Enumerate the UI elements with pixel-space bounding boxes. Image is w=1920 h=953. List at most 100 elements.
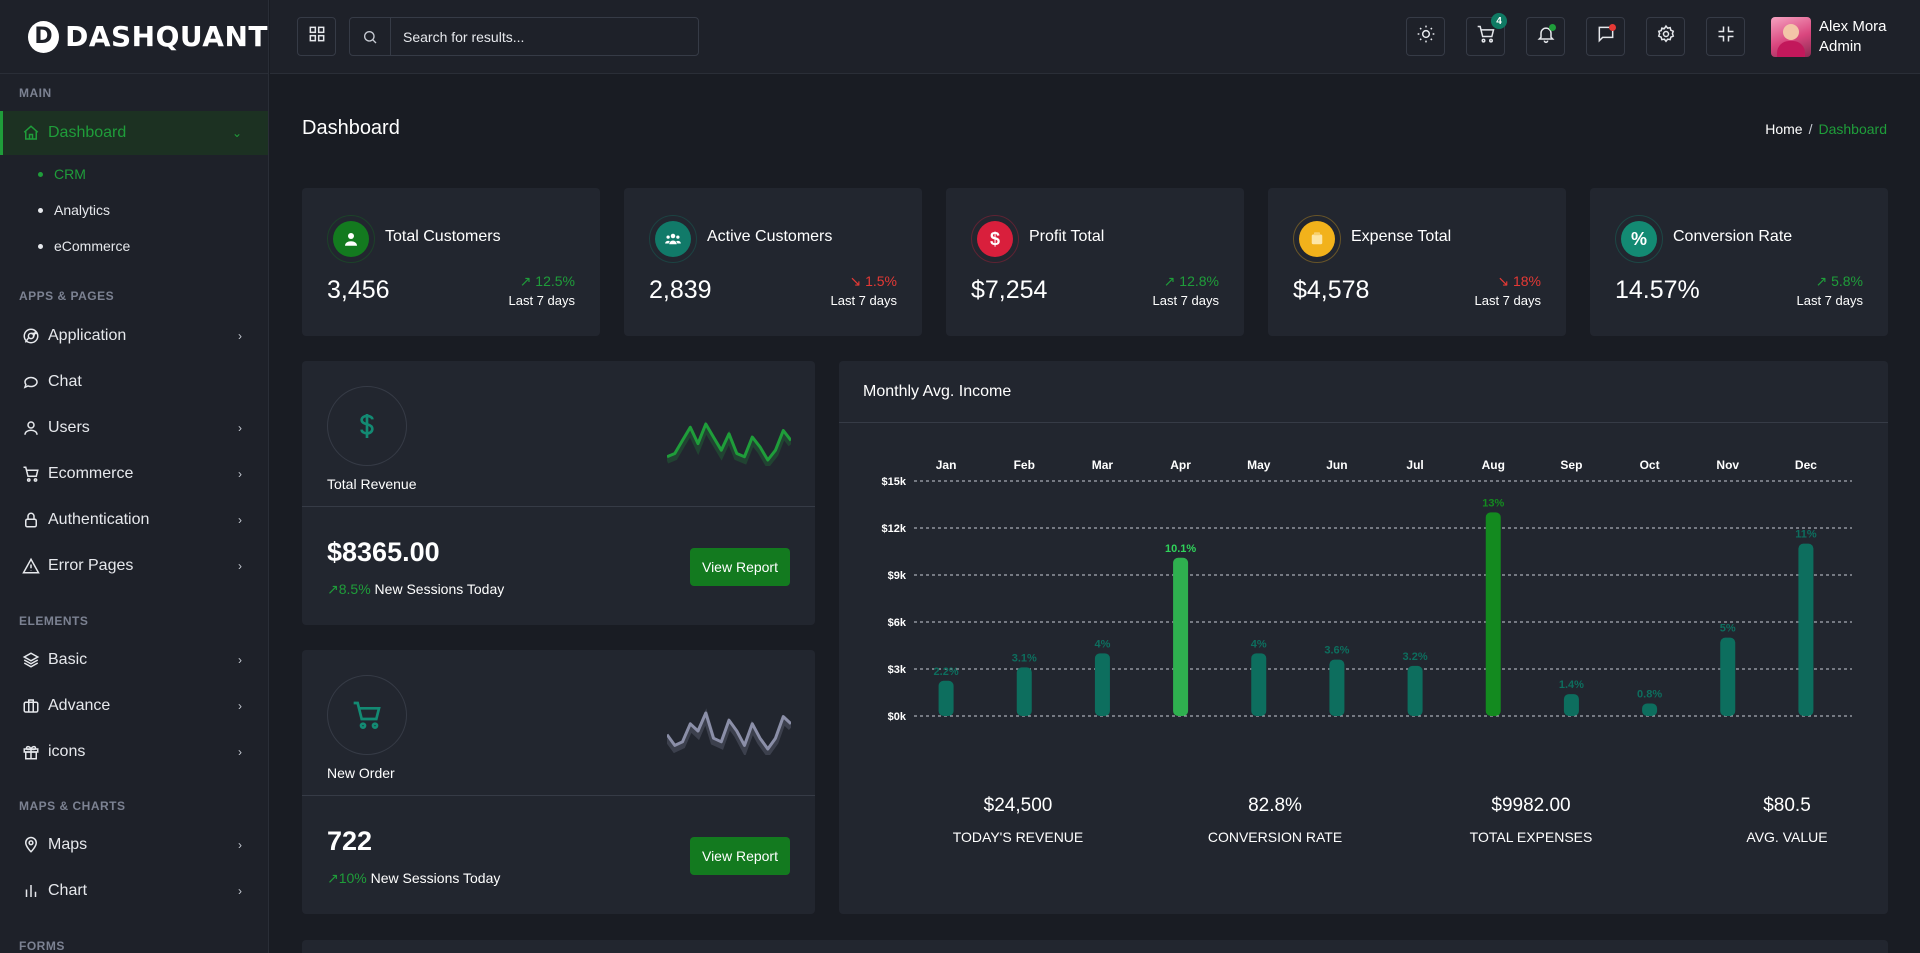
cart-icon [1476,24,1496,49]
sidebar-item-label: Chart [48,882,88,899]
stat-period: Last 7 days [1152,293,1220,308]
y-tick-label: $0k [888,711,907,723]
divider [839,422,1888,423]
map-pin-icon [22,836,40,854]
theme-toggle-button[interactable] [1406,17,1445,56]
stat-value: $7,254 [971,276,1048,304]
revenue-label: Total Revenue [327,476,417,492]
sidebar-subitem-crm[interactable]: CRM [38,166,86,182]
order-sessions: ↗10% New Sessions Today [327,870,500,887]
revenue-sessions: ↗8.5% New Sessions Today [327,581,504,598]
sidebar-item-label: Users [48,419,90,436]
view-report-button[interactable]: View Report [689,837,790,875]
search-input[interactable] [391,28,691,45]
sidebar-item-users[interactable]: Users › [0,406,268,450]
income-bar[interactable] [1485,512,1501,716]
income-bar[interactable] [1798,543,1814,716]
stat-card: Expense Total $4,578 ↘ 18% Last 7 days [1268,188,1566,336]
messages-button[interactable] [1586,17,1625,56]
stat-card: $ Profit Total $7,254 ↗ 12.8% Last 7 day… [946,188,1244,336]
income-bar[interactable] [938,680,954,716]
apps-grid-button[interactable] [297,17,336,56]
brand-logo[interactable]: D DASHQUANT [0,0,268,74]
gift-icon [22,743,40,761]
sidebar-item-chat[interactable]: Chat [0,360,268,404]
sidebar-item-label: Maps [48,836,88,853]
stat-period: Last 7 days [1796,293,1864,308]
trend-up-icon: ↗ [519,273,536,289]
chevron-right-icon: › [238,884,242,898]
sidebar-subitem-analytics[interactable]: Analytics [38,202,110,218]
fullscreen-exit-button[interactable] [1706,17,1745,56]
stat-title: Conversion Rate [1673,228,1793,245]
income-bar[interactable] [1016,667,1032,716]
sidebar-item-ecommerce[interactable]: Ecommerce › [0,452,268,496]
chevron-right-icon: › [238,467,242,481]
chevron-right-icon: › [238,699,242,713]
view-report-button[interactable]: View Report [689,548,790,586]
income-bar[interactable] [1094,653,1110,716]
user-profile[interactable]: Alex Mora Admin [1771,17,1887,57]
summary-conversion-rate: 82.8% Conversion Rate [1175,795,1375,845]
sun-icon [1416,24,1436,49]
chevron-right-icon: › [238,329,242,343]
stat-trend-value: 12.8% [1179,273,1219,289]
cart-icon [327,675,407,755]
user-role: Admin [1819,38,1862,55]
income-bar[interactable] [1251,653,1267,716]
wallet-icon [1299,221,1335,257]
top-header: 4 Alex Mora Admin [270,0,1920,74]
bar-data-label: 4% [1251,638,1267,650]
chevron-right-icon: › [238,838,242,852]
sidebar-subitem-ecommerce[interactable]: eCommerce [38,238,130,254]
dollar-icon: $ [977,221,1013,257]
trend-down-icon: ↘ [1497,273,1513,289]
income-bar[interactable] [1173,557,1189,716]
sidebar-item-icons[interactable]: icons › [0,730,268,774]
settings-button[interactable] [1646,17,1685,56]
chevron-right-icon: › [238,513,242,527]
stat-period: Last 7 days [1474,293,1542,308]
sidebar-item-dashboard[interactable]: Dashboard ⌄ [0,111,268,155]
income-bar[interactable] [1642,703,1658,716]
sidebar-item-chart[interactable]: Chart › [0,869,268,913]
sidebar-item-error-pages[interactable]: Error Pages › [0,544,268,588]
stat-title: Active Customers [707,228,833,245]
x-category-label: Oct [1640,458,1660,472]
stat-trend: ↘ 18% [1497,273,1541,290]
sidebar-item-basic[interactable]: Basic › [0,638,268,682]
cart-button[interactable]: 4 [1466,13,1507,56]
income-bar[interactable] [1563,694,1579,716]
x-category-label: Mar [1092,458,1114,472]
sidebar-item-maps[interactable]: Maps › [0,823,268,867]
order-value: 722 [327,826,373,856]
summary-label: Conversion Rate [1207,829,1343,845]
bar-data-label: 11% [1795,529,1817,541]
stat-card: Total Customers 3,456 ↗ 12.5% Last 7 day… [302,188,600,336]
sidebar-item-label: Error Pages [48,557,134,574]
income-bar[interactable] [1329,659,1345,716]
income-bar[interactable] [1407,665,1423,716]
x-category-label: Jun [1326,458,1347,472]
sidebar-item-authentication[interactable]: Authentication › [0,498,268,542]
percent-icon: % [1621,221,1657,257]
bell-icon [1536,24,1556,49]
home-icon [22,124,40,142]
sidebar-item-label: icons [48,743,86,760]
income-bar[interactable] [1720,637,1736,716]
y-tick-label: $6k [888,617,907,629]
sidebar-item-advance[interactable]: Advance › [0,684,268,728]
stat-trend: ↗ 12.8% [1164,273,1219,290]
breadcrumb-home[interactable]: Home [1765,121,1803,137]
stat-icon-ring: % [1615,215,1663,263]
income-bar-chart: $0k $3k $6k $9k $12k $15k Jan 2.2% Feb 3.1% Mar 4% A… [882,458,1852,723]
trend-up-icon: ↗ [327,581,339,597]
notifications-button[interactable] [1526,17,1565,56]
search-icon[interactable] [350,18,391,55]
trend-up-icon: ↗ [1163,273,1180,289]
bar-data-label: 3.6% [1324,645,1349,657]
stat-value: 2,839 [649,276,712,304]
bullet-icon [38,207,43,213]
sidebar-item-application[interactable]: Application › [0,314,268,358]
notification-dot [1549,24,1556,31]
